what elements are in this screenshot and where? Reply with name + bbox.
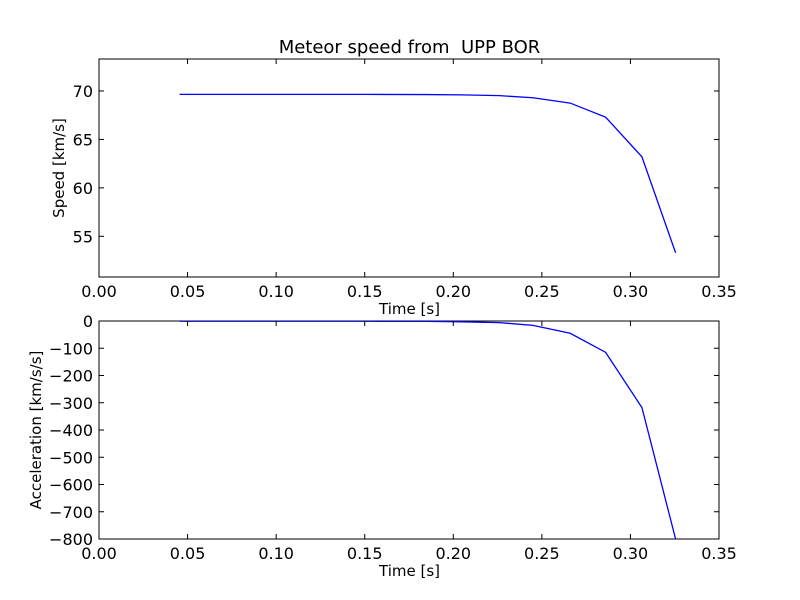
plot-area — [98, 58, 720, 278]
x-tick-label: 0.00 — [81, 544, 117, 563]
y-tick-label: −500 — [49, 448, 93, 467]
x-tick-label: 0.30 — [613, 544, 649, 563]
y-tick-label: −400 — [49, 421, 93, 440]
y-tick-label: −700 — [49, 503, 93, 522]
x-tick-label: 0.30 — [613, 282, 649, 301]
x-tick-label: 0.15 — [347, 544, 383, 563]
chart-title: Meteor speed from UPP BOR — [279, 37, 541, 58]
x-tick-label: 0.35 — [701, 544, 737, 563]
y-tick-label: −100 — [49, 339, 93, 358]
y-tick-label: 60 — [73, 179, 93, 198]
y-tick-label: 65 — [73, 130, 93, 149]
y-ticks: 55 60 65 70 — [73, 82, 719, 246]
x-tick-label: 0.20 — [435, 282, 471, 301]
y-tick-label: −800 — [49, 530, 93, 549]
acceleration-chart: 0.00 0.05 0.10 0.15 0.20 0.25 0.30 0.35 0 −100 −2… — [27, 312, 737, 580]
y-tick-label: −200 — [49, 367, 93, 386]
x-tick-label: 0.20 — [435, 544, 471, 563]
speed-chart: Meteor speed from UPP BOR 0.00 0.05 0.10 0.… — [50, 37, 737, 318]
x-tick-label: 0.15 — [347, 282, 383, 301]
x-tick-label: 0.35 — [701, 282, 737, 301]
y-axis-label: Acceleration [km/s/s] — [27, 351, 45, 510]
series-layer — [179, 93, 677, 253]
x-tick-label: 0.25 — [524, 544, 560, 563]
x-axis-label: Time [s] — [378, 562, 440, 580]
y-ticks: 0 −100 −200 −300 −400 −500 −600 −700 −800 — [49, 312, 719, 549]
series-line — [179, 321, 677, 539]
series-line — [179, 93, 677, 253]
y-tick-label: 55 — [73, 227, 93, 246]
x-tick-label: 0.05 — [170, 282, 206, 301]
x-ticks: 0.00 0.05 0.10 0.15 0.20 0.25 0.30 0.35 — [81, 321, 737, 563]
y-tick-label: 70 — [73, 82, 93, 101]
series-layer — [179, 321, 677, 539]
x-ticks: 0.00 0.05 0.10 0.15 0.20 0.25 0.30 0.35 — [81, 59, 737, 301]
x-axis-label: Time [s] — [378, 300, 440, 318]
y-tick-label: −600 — [49, 476, 93, 495]
x-tick-label: 0.00 — [81, 282, 117, 301]
y-axis-label: Speed [km/s] — [50, 118, 68, 218]
x-tick-label: 0.10 — [258, 282, 294, 301]
x-tick-label: 0.10 — [258, 544, 294, 563]
x-tick-label: 0.05 — [170, 544, 206, 563]
y-tick-label: −300 — [49, 394, 93, 413]
x-tick-label: 0.25 — [524, 282, 560, 301]
y-tick-label: 0 — [83, 312, 93, 331]
